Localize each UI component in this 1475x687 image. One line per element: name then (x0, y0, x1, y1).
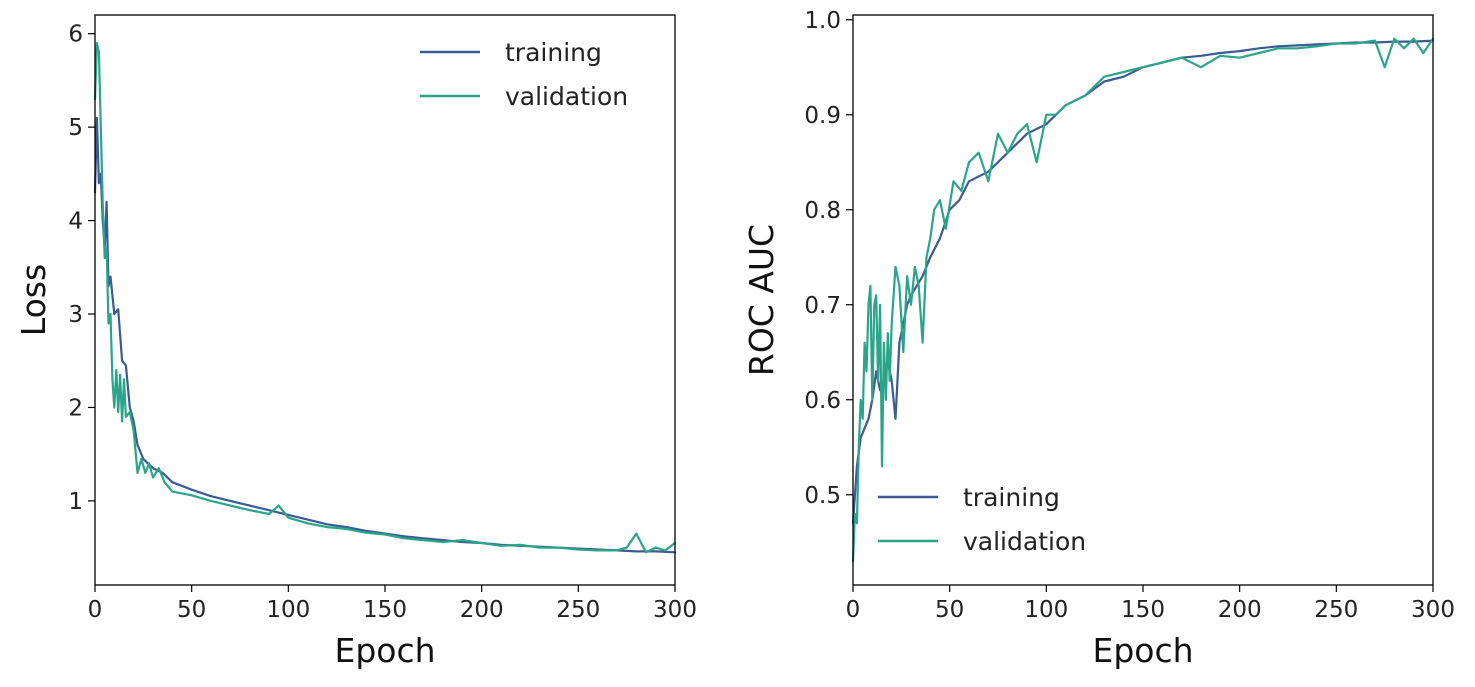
y-tick-label: 1 (68, 489, 83, 515)
series-line-validation (93, 41, 677, 554)
x-axis-label: Epoch (334, 631, 435, 670)
series-line-training (851, 39, 1435, 525)
y-tick-label: 0.9 (804, 103, 841, 129)
x-tick-label: 0 (88, 597, 103, 623)
x-tick-label: 300 (1411, 597, 1455, 623)
x-tick-label: 50 (935, 597, 964, 623)
plot-frame (852, 14, 1434, 586)
y-tick-label: 5 (68, 115, 83, 141)
x-tick-label: 200 (460, 597, 504, 623)
roc-auc-panel: 0 50 100 150 200 250 300 0.5 0.6 0.7 0.8 0.9 1.0 Epoc… (742, 8, 1455, 670)
x-tick-label: 100 (1024, 597, 1068, 623)
series-line-validation (851, 37, 1435, 563)
legend-label-validation: validation (963, 527, 1086, 556)
x-tick-label: 150 (363, 597, 407, 623)
y-tick-label: 2 (68, 395, 83, 421)
y-tick-label: 4 (68, 209, 83, 235)
y-tick-label: 1.0 (804, 8, 841, 34)
y-tick-label: 0.6 (804, 388, 841, 414)
x-axis-label: Epoch (1092, 631, 1193, 670)
legend-label-training: training (505, 38, 602, 67)
y-tick-label: 0.7 (804, 293, 841, 319)
x-tick-label: 0 (846, 597, 861, 623)
x-tick-label: 200 (1218, 597, 1262, 623)
x-tick-label: 250 (1314, 597, 1358, 623)
y-tick-label: 0.5 (804, 483, 841, 509)
y-tick-label: 0.8 (804, 198, 841, 224)
x-tick-label: 150 (1121, 597, 1165, 623)
y-axis-label: Loss (14, 264, 53, 336)
y-tick-label: 3 (68, 302, 83, 328)
x-tick-label: 250 (556, 597, 600, 623)
legend-label-validation: validation (505, 82, 628, 111)
loss-panel: 0 50 100 150 200 250 300 1 2 3 4 5 6 Epoch Loss trainin… (14, 14, 697, 670)
legend: training validation (420, 38, 628, 111)
y-tick-label: 6 (68, 22, 83, 48)
x-tick-label: 300 (653, 597, 697, 623)
legend-label-training: training (963, 483, 1060, 512)
x-tick-label: 50 (177, 597, 206, 623)
y-axis-label: ROC AUC (742, 224, 781, 376)
legend: training validation (878, 483, 1086, 556)
x-tick-label: 100 (266, 597, 310, 623)
series-line-training (93, 116, 677, 554)
